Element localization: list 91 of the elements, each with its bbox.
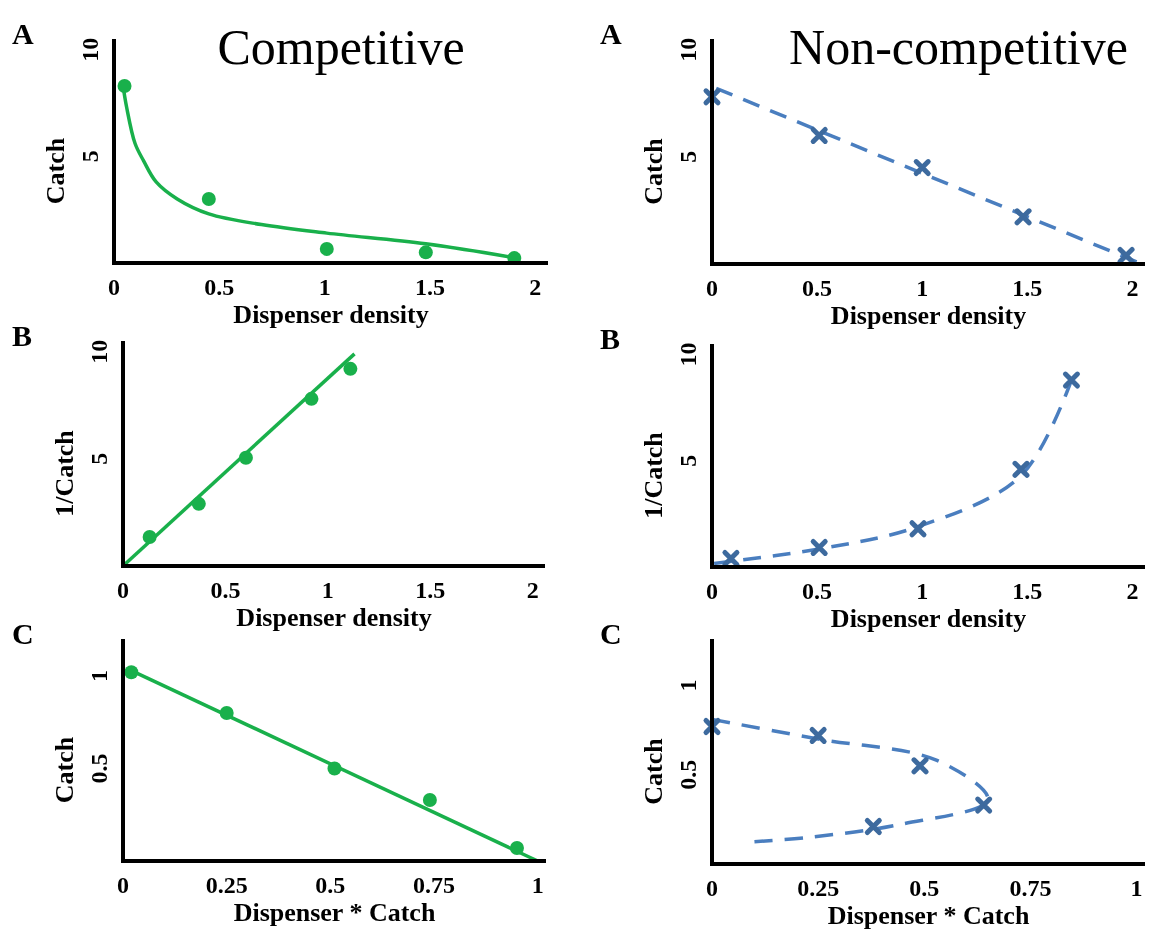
point <box>343 361 358 376</box>
x-tick-label: 0 <box>117 577 129 603</box>
x-tick-label: 2 <box>526 577 539 603</box>
y-tick-label: 0.5 <box>675 759 701 790</box>
x-tick-label: 2 <box>1126 275 1139 301</box>
point <box>191 496 206 511</box>
x-tick-label: 0.25 <box>205 872 248 898</box>
y-tick-label: 5 <box>86 452 112 465</box>
y-tick-label: 1 <box>675 679 701 692</box>
y-axis-title: Catch <box>639 137 668 205</box>
x-tick-label: 0 <box>117 872 129 898</box>
text: C <box>600 617 622 650</box>
point <box>703 718 721 735</box>
text: A <box>12 17 34 50</box>
x-tick-label: 0 <box>706 275 718 301</box>
chart-title: Non-competitive <box>789 19 1128 75</box>
point <box>913 159 931 177</box>
point <box>117 78 132 93</box>
y-tick-label: 10 <box>86 339 112 364</box>
y-tick-label: 10 <box>675 37 701 62</box>
x-tick-label: 0 <box>108 274 120 300</box>
y-axis-title: Catch <box>50 736 79 804</box>
x-tick-label: 1 <box>318 274 331 300</box>
x-tick-label: 0.25 <box>797 875 840 901</box>
point <box>418 245 433 260</box>
x-tick-label: 1.5 <box>1012 275 1043 301</box>
text: C <box>12 617 34 650</box>
x-tick-label: 0.75 <box>1009 875 1052 901</box>
point <box>319 241 334 256</box>
point <box>124 665 139 680</box>
x-tick-label: 0.5 <box>802 578 833 604</box>
x-axis-title: Dispenser * Catch <box>827 901 1030 930</box>
point <box>142 530 157 545</box>
point <box>864 818 882 835</box>
point <box>1117 246 1135 264</box>
point <box>810 538 828 556</box>
x-tick-label: 0.5 <box>210 577 241 603</box>
x-tick-label: 1 <box>1130 875 1143 901</box>
y-tick-label: 1 <box>86 670 112 682</box>
point <box>201 192 216 206</box>
point <box>1062 371 1080 389</box>
text: B <box>12 319 33 352</box>
x-tick-label: 1.5 <box>415 274 446 300</box>
x-tick-label: 2 <box>1126 578 1139 604</box>
x-tick-label: 0.75 <box>413 872 456 898</box>
x-tick-label: 0 <box>706 875 718 901</box>
x-tick-label: 1 <box>916 578 929 604</box>
point <box>422 792 437 807</box>
y-tick-label: 10 <box>675 342 701 367</box>
x-tick-label: 0.5 <box>909 875 940 901</box>
x-tick-label: 1 <box>321 577 334 603</box>
y-axis-title: 1/Catch <box>639 431 668 519</box>
x-tick-label: 0.5 <box>802 275 833 301</box>
y-axis-title: Catch <box>639 737 668 805</box>
x-tick-label: 1.5 <box>1012 578 1043 604</box>
point <box>911 757 929 775</box>
point <box>509 841 524 856</box>
point <box>327 761 342 776</box>
x-axis-title: Dispenser density <box>233 300 429 329</box>
y-tick-label: 5 <box>675 454 701 467</box>
chart-title: Competitive <box>217 19 465 75</box>
x-axis-title: Dispenser density <box>830 604 1027 633</box>
x-axis-title: Dispenser density <box>830 301 1027 330</box>
point <box>809 726 827 744</box>
point <box>238 450 253 465</box>
x-tick-label: 0 <box>706 578 718 604</box>
x-tick-label: 1.5 <box>415 577 446 603</box>
x-tick-label: 0.5 <box>204 274 235 300</box>
x-tick-label: 2 <box>529 274 542 300</box>
y-tick-label: 5 <box>77 150 103 163</box>
point <box>1012 460 1030 478</box>
y-axis-title: Catch <box>41 137 70 205</box>
x-axis-title: Dispenser density <box>236 603 432 632</box>
point <box>1014 208 1032 226</box>
y-tick-label: 10 <box>77 37 103 62</box>
point <box>975 796 993 814</box>
point <box>810 126 828 144</box>
y-tick-label: 0.5 <box>86 753 112 784</box>
point <box>909 520 927 538</box>
x-axis-title: Dispenser * Catch <box>233 898 436 927</box>
point <box>219 706 234 720</box>
x-tick-label: 1 <box>916 275 929 301</box>
point <box>304 391 319 406</box>
point <box>703 88 721 106</box>
text: B <box>600 322 621 355</box>
x-tick-label: 0.5 <box>315 872 346 898</box>
x-tick-label: 1 <box>531 872 544 898</box>
y-tick-label: 5 <box>675 150 701 163</box>
text: A <box>600 17 622 50</box>
point <box>722 550 740 567</box>
y-axis-title: 1/Catch <box>50 429 79 517</box>
